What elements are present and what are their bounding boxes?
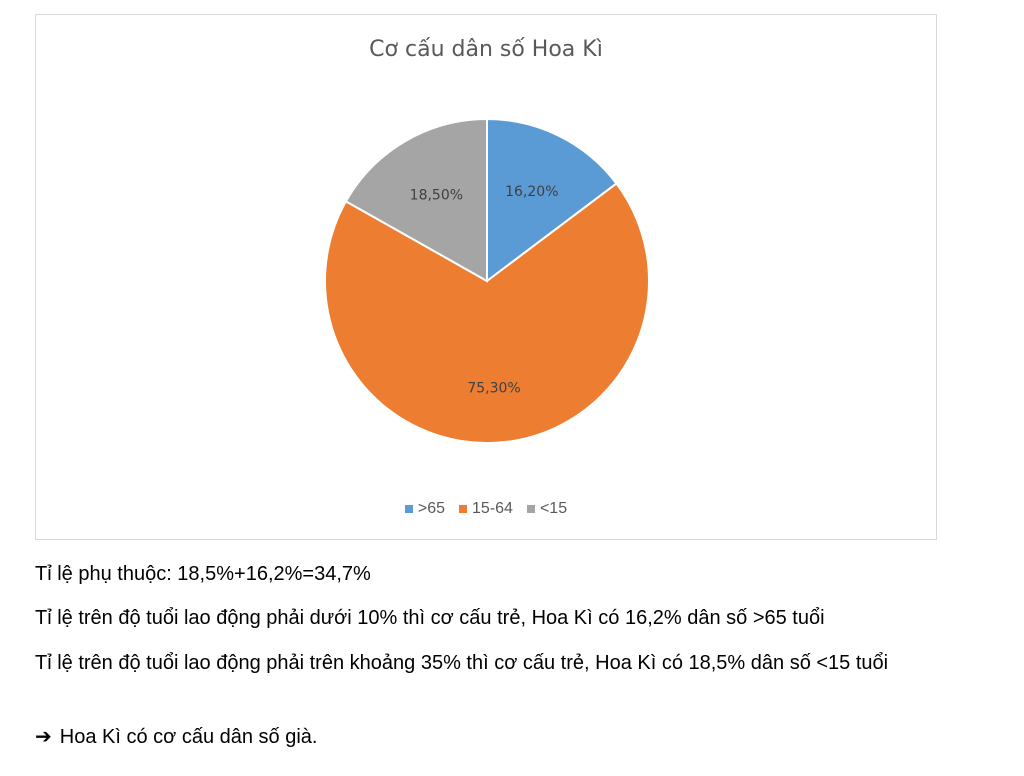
legend-label-2: <15 [539,500,568,517]
legend-swatch-1 [459,505,468,513]
conclusion-line: ➔ Hoa Kì có cơ cấu dân số già. [35,723,995,750]
chart-frame: Cơ cấu dân số Hoa Kì 16,20% 75,30% 18,50% … [35,14,937,540]
dependency-ratio-text: Tỉ lệ phụ thuộc: 18,5%+16,2%=34,7% [35,563,371,585]
pie-slice-0 [486,117,618,284]
pie-slice-1 [324,182,650,444]
pie-slice-2 [344,117,488,283]
legend-item-1: 15-64 [459,500,513,518]
conclusion-text: Hoa Kì có cơ cấu dân số già. [59,726,318,748]
youth-criterion-text: Tỉ lệ trên độ tuổi lao động phải trên kh… [35,652,889,674]
legend-item-2: <15 [526,500,568,518]
legend-swatch-0 [404,505,413,513]
chart-legend: >65 15-64 <15 [36,500,936,518]
pie-chart: 16,20% 75,30% 18,50% [324,117,650,444]
pie-slice-label-2: 18,50% [410,187,463,203]
legend-label-1: 15-64 [472,500,513,517]
pie-slice-label-1: 75,30% [467,381,520,397]
elderly-criterion-text: Tỉ lệ trên độ tuổi lao động phải dưới 10… [35,607,825,629]
arrow-right-icon: ➔ [35,724,52,748]
legend-swatch-2 [526,505,535,513]
legend-item-0: >65 [404,500,446,518]
pie-slice-label-0: 16,20% [505,184,558,200]
legend-label-0: >65 [417,500,446,517]
chart-title: Cơ cấu dân số Hoa Kì [369,37,603,62]
